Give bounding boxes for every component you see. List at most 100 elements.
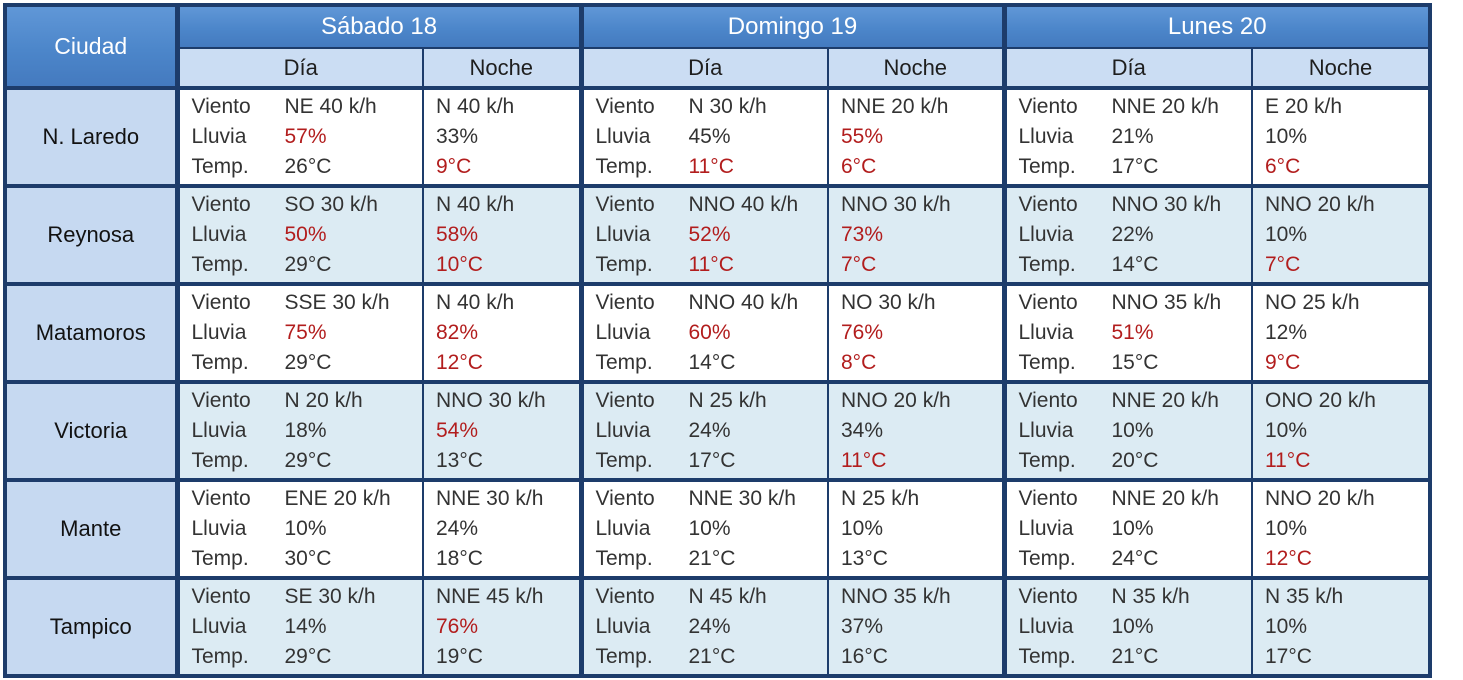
forecast-cell-noche: E 20 k/h 10% 6°C — [1251, 86, 1431, 187]
rain-value: 57% — [284, 125, 327, 148]
temp-label: Temp. — [1018, 547, 1076, 570]
temp-value: 10°C — [436, 253, 483, 276]
temp-value: 7°C — [841, 253, 877, 276]
wind-value: NNE 20 k/h — [1111, 95, 1219, 118]
forecast-cell-noche: N 40 k/h 33% 9°C — [422, 86, 582, 187]
wind-value: NNO 30 k/h — [436, 389, 546, 412]
day-header-row: Ciudad Sábado 18 Domingo 19 Lunes 20 — [4, 4, 1431, 89]
temp-value: 16°C — [841, 645, 888, 668]
temp-value: 6°C — [841, 155, 877, 178]
forecast-cell-noche: NNE 45 k/h 76% 19°C — [422, 576, 582, 677]
wind-value: NNO 30 k/h — [1111, 193, 1222, 216]
rain-value: 24% — [688, 419, 731, 442]
wind-label: Viento — [1018, 585, 1078, 608]
forecast-cell-noche: NNO 35 k/h 37% 16°C — [827, 576, 1005, 677]
temp-value: 11°C — [841, 449, 887, 472]
wind-value: NNE 20 k/h — [1111, 389, 1219, 412]
temp-value: 30°C — [284, 547, 332, 570]
wind-value: NNE 30 k/h — [436, 487, 544, 510]
rain-label: Lluvia — [595, 517, 651, 540]
wind-value: NNE 30 k/h — [688, 487, 796, 510]
forecast-cell-noche: NNO 20 k/h 10% 7°C — [1251, 184, 1431, 285]
wind-label: Viento — [191, 291, 251, 314]
wind-value: N 35 k/h — [1265, 585, 1344, 608]
temp-label: Temp. — [191, 547, 249, 570]
temp-label: Temp. — [595, 351, 653, 374]
forecast-cell-noche: NNE 30 k/h 24% 18°C — [422, 478, 582, 579]
period-header-row: Día Noche Día Noche Día Noche — [5, 47, 1431, 89]
forecast-cell-dia: Viento N 20 k/h Lluvia 18% Temp. 29°C — [174, 380, 424, 481]
forecast-cell-dia: Viento NNE 20 k/h Lluvia 10% Temp. 20°C — [1001, 380, 1253, 481]
wind-value: NNE 20 k/h — [1111, 487, 1219, 510]
forecast-cell-dia: Viento NE 40 k/h Lluvia 57% Temp. 26°C — [174, 86, 424, 187]
temp-label: Temp. — [191, 155, 249, 178]
forecast-cell-noche: NO 25 k/h 12% 9°C — [1251, 282, 1431, 383]
wind-value: E 20 k/h — [1265, 95, 1343, 118]
rain-value: 75% — [284, 321, 327, 344]
wind-value: SO 30 k/h — [284, 193, 378, 216]
rain-value: 37% — [841, 615, 884, 638]
rain-value: 14% — [284, 615, 327, 638]
forecast-cell-dia: Viento N 35 k/h Lluvia 10% Temp. 21°C — [1001, 576, 1253, 677]
rain-label: Lluvia — [191, 419, 247, 442]
rain-value: 76% — [436, 615, 479, 638]
rain-value: 24% — [688, 615, 731, 638]
forecast-cell-dia: Viento NNE 20 k/h Lluvia 10% Temp. 24°C — [1001, 478, 1253, 579]
rain-value: 21% — [1111, 125, 1154, 148]
forecast-cell-noche: N 35 k/h 10% 17°C — [1251, 576, 1431, 677]
temp-label: Temp. — [595, 253, 653, 276]
temp-value: 18°C — [436, 547, 483, 570]
wind-value: N 20 k/h — [284, 389, 363, 412]
rain-value: 10% — [1265, 125, 1308, 148]
temp-value: 11°C — [1265, 449, 1311, 472]
wind-label: Viento — [1018, 291, 1078, 314]
rain-value: 22% — [1111, 223, 1154, 246]
wind-value: NNE 45 k/h — [436, 585, 544, 608]
rain-value: 73% — [841, 223, 884, 246]
day-header-domingo: Domingo 19 — [578, 4, 1005, 49]
wind-value: NNE 20 k/h — [841, 95, 949, 118]
wind-value: N 35 k/h — [1111, 585, 1190, 608]
rain-label: Lluvia — [1018, 223, 1074, 246]
period-header-noche: Noche — [827, 47, 1005, 89]
rain-value: 10% — [1265, 419, 1308, 442]
forecast-cell-dia: Viento ENE 20 k/h Lluvia 10% Temp. 30°C — [174, 478, 424, 579]
rain-value: 51% — [1111, 321, 1154, 344]
temp-value: 17°C — [688, 449, 736, 472]
forecast-cell-dia: Viento N 30 k/h Lluvia 45% Temp. 11°C — [578, 86, 829, 187]
wind-label: Viento — [191, 95, 251, 118]
period-header-dia: Día — [1001, 47, 1253, 89]
city-row-reynosa: Reynosa Viento SO 30 k/h Lluvia 50% Temp. 2… — [4, 184, 1431, 285]
city-row-victoria: Victoria Viento N 20 k/h Lluvia 18% Temp. 2… — [4, 380, 1431, 481]
day-header-lunes: Lunes 20 — [1001, 4, 1431, 49]
wind-label: Viento — [1018, 389, 1078, 412]
rain-value: 10% — [1111, 615, 1154, 638]
temp-label: Temp. — [1018, 449, 1076, 472]
rain-value: 45% — [688, 125, 731, 148]
forecast-cell-dia: Viento SO 30 k/h Lluvia 50% Temp. 29°C — [174, 184, 424, 285]
wind-value: NNO 35 k/h — [841, 585, 951, 608]
city-row-tampico: Tampico Viento SE 30 k/h Lluvia 14% Temp. 2… — [4, 576, 1431, 677]
forecast-cell-dia: Viento SE 30 k/h Lluvia 14% Temp. 29°C — [174, 576, 424, 677]
rain-value: 10% — [1111, 419, 1154, 442]
rain-value: 33% — [436, 125, 479, 148]
rain-label: Lluvia — [191, 615, 247, 638]
temp-value: 15°C — [1111, 351, 1159, 374]
temp-label: Temp. — [1018, 351, 1076, 374]
rain-label: Lluvia — [1018, 321, 1074, 344]
forecast-cell-noche: NNO 20 k/h 34% 11°C — [827, 380, 1005, 481]
forecast-cell-dia: Viento NNO 40 k/h Lluvia 60% Temp. 14°C — [578, 282, 829, 383]
wind-label: Viento — [191, 487, 251, 510]
wind-label: Viento — [595, 95, 655, 118]
wind-value: NE 40 k/h — [284, 95, 377, 118]
forecast-cell-noche: ONO 20 k/h 10% 11°C — [1251, 380, 1431, 481]
temp-value: 8°C — [841, 351, 877, 374]
wind-value: NNO 20 k/h — [1265, 487, 1375, 510]
temp-value: 17°C — [1265, 645, 1312, 668]
temp-value: 26°C — [284, 155, 332, 178]
rain-value: 18% — [284, 419, 327, 442]
forecast-cell-dia: Viento NNE 20 k/h Lluvia 21% Temp. 17°C — [1001, 86, 1253, 187]
rain-value: 24% — [436, 517, 479, 540]
rain-value: 60% — [688, 321, 731, 344]
period-header-dia: Día — [174, 47, 424, 89]
